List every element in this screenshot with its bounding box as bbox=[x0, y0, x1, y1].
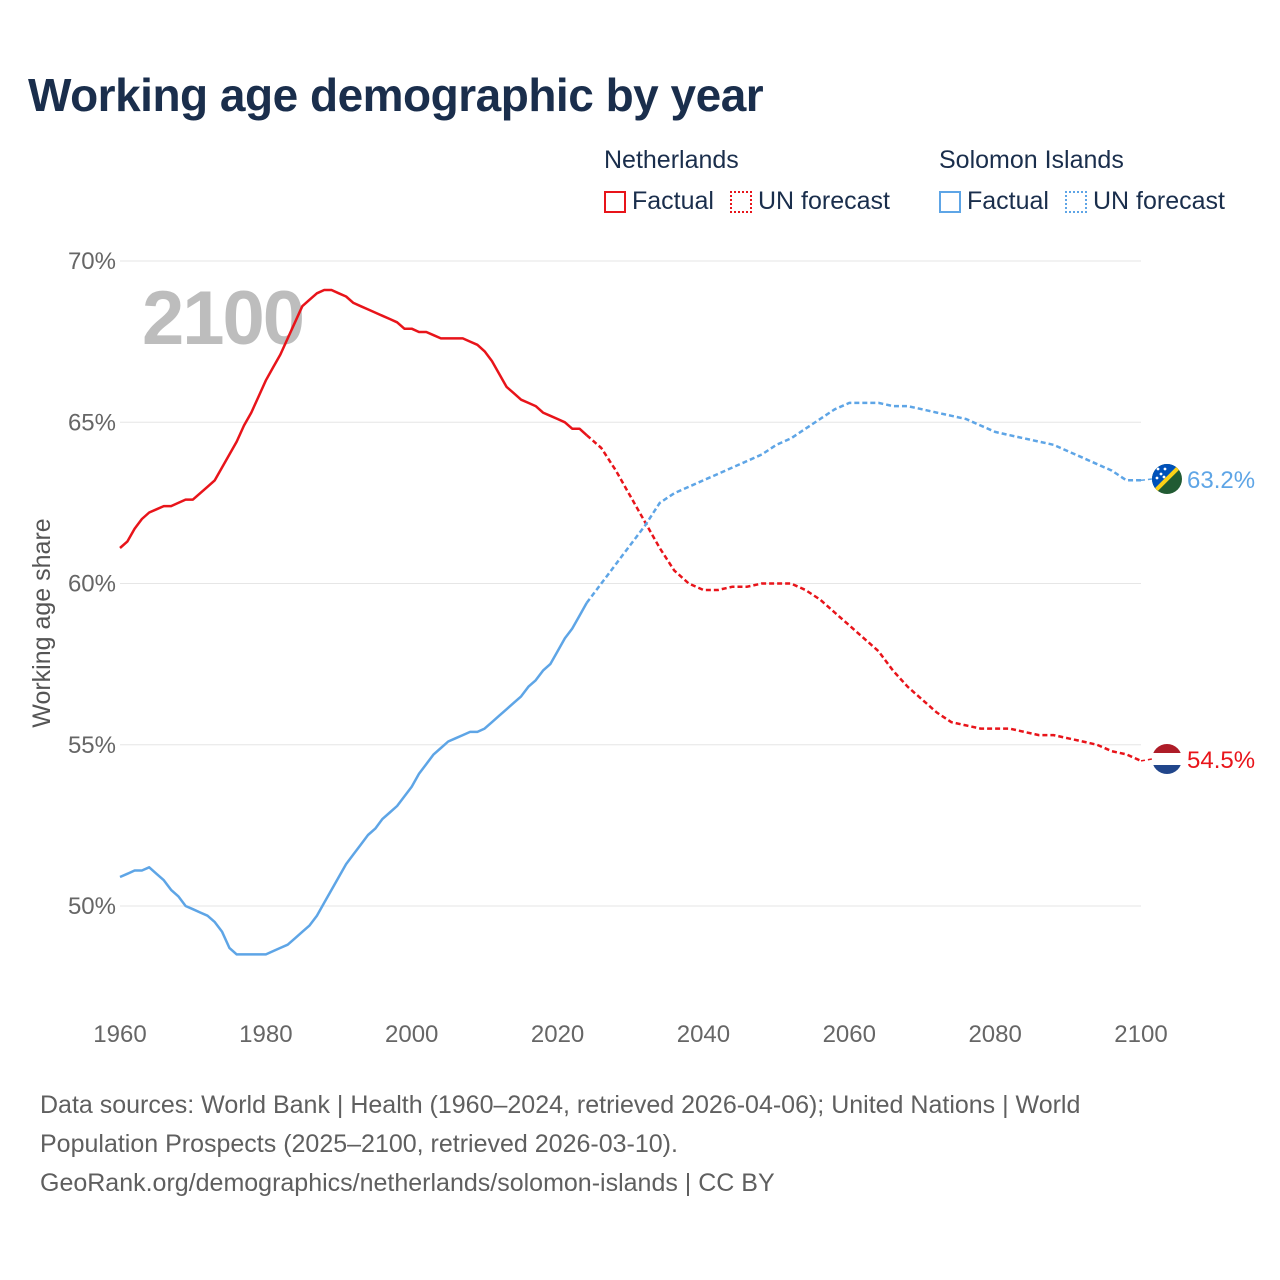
dotted-swatch-icon bbox=[729, 190, 752, 213]
x-tick-label: 2100 bbox=[1114, 1021, 1167, 1048]
x-tick-label: 2040 bbox=[677, 1021, 730, 1048]
netherlands-flag-icon bbox=[1152, 744, 1182, 774]
legend-label: UN forecast bbox=[757, 187, 890, 215]
series-line-solomon-islands-factual[interactable] bbox=[119, 602, 588, 956]
y-tick-label: 65% bbox=[68, 409, 116, 436]
legend-solomon-islands: Solomon Islands Factual UN forecast bbox=[939, 146, 1241, 216]
solomon-islands-flag-icon bbox=[1152, 464, 1182, 494]
x-tick-label: 2080 bbox=[968, 1021, 1021, 1048]
y-axis-title: Working age share bbox=[28, 518, 56, 727]
data-sources: Data sources: World Bank | Health (1960–… bbox=[40, 1091, 1081, 1158]
legend-item-netherlands-forecast[interactable]: UN forecast bbox=[729, 187, 890, 216]
dotted-swatch-icon bbox=[1064, 190, 1087, 213]
x-tick-label: 1980 bbox=[239, 1021, 292, 1048]
end-label-connector bbox=[1140, 758, 1153, 762]
legend-label: Factual bbox=[967, 187, 1049, 215]
x-tick-label: 2020 bbox=[531, 1021, 584, 1048]
year-watermark: 2100 bbox=[142, 276, 303, 361]
y-tick-label: 70% bbox=[68, 248, 116, 275]
series-line-netherlands-factual[interactable] bbox=[119, 288, 588, 549]
x-tick-label: 2000 bbox=[385, 1021, 438, 1048]
footer: Data sources: World Bank | Health (1960–… bbox=[40, 1086, 1190, 1203]
legend-item-solomon-islands-forecast[interactable]: UN forecast bbox=[1064, 187, 1225, 216]
end-value-label-solomon-islands: 63.2% bbox=[1187, 467, 1255, 494]
series-line-netherlands-forecast[interactable] bbox=[585, 434, 1142, 763]
y-tick-label: 55% bbox=[68, 732, 116, 759]
x-tick-label: 1960 bbox=[93, 1021, 146, 1048]
legend-item-netherlands-factual[interactable]: Factual bbox=[604, 187, 714, 216]
legend-label: UN forecast bbox=[1092, 187, 1225, 215]
page-title: Working age demographic by year bbox=[28, 69, 764, 121]
solid-swatch-icon bbox=[939, 190, 961, 213]
y-tick-label: 60% bbox=[68, 571, 116, 598]
solid-swatch-icon bbox=[604, 190, 626, 213]
source-credit-link[interactable]: GeoRank.org/demographics/netherlands/sol… bbox=[40, 1169, 775, 1197]
line-chart: 50% 55% 60% 65% 70% 1960 1980 2000 2020 2040 2060 2… bbox=[28, 248, 1255, 1048]
legend-group-name-netherlands: Netherlands bbox=[604, 146, 739, 174]
legend-group-name-solomon-islands: Solomon Islands bbox=[939, 146, 1124, 174]
legend-netherlands: Netherlands Factual UN forecast bbox=[604, 146, 906, 216]
series-line-solomon-islands-forecast[interactable] bbox=[585, 401, 1141, 604]
legend-label: Factual bbox=[632, 187, 714, 215]
y-tick-label: 50% bbox=[68, 893, 116, 920]
legend-item-solomon-islands-factual[interactable]: Factual bbox=[939, 187, 1049, 216]
end-label-connector bbox=[1140, 478, 1153, 482]
end-value-label-netherlands: 54.5% bbox=[1187, 747, 1255, 774]
x-tick-label: 2060 bbox=[823, 1021, 876, 1048]
